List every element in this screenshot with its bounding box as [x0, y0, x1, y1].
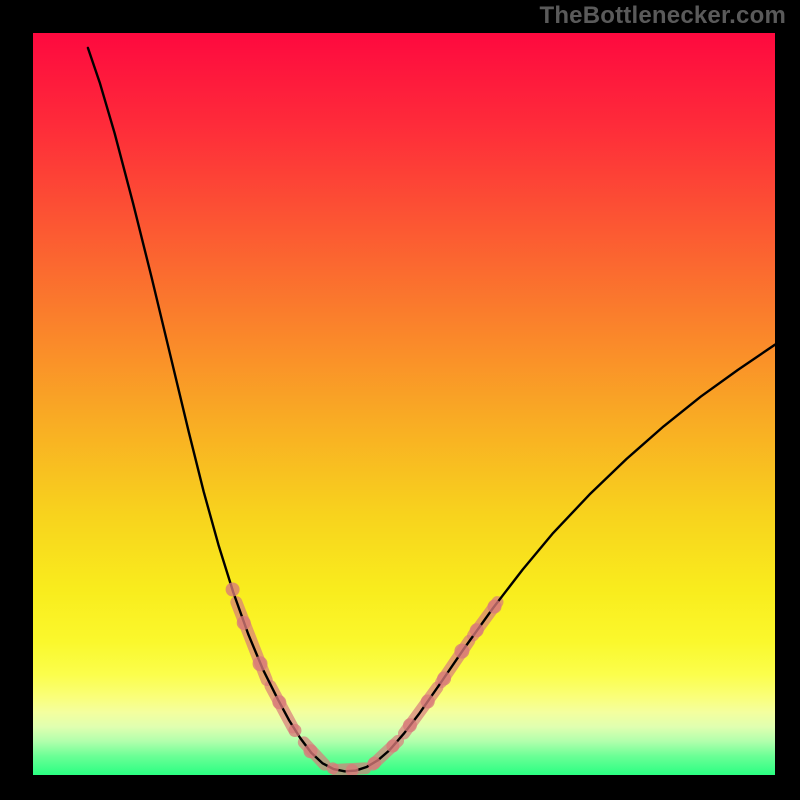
figure-root: TheBottlenecker.com [0, 0, 800, 800]
marker-dot [327, 762, 339, 774]
bottleneck-curve [88, 48, 775, 771]
marker-segments-group [236, 602, 497, 770]
marker-dot [226, 583, 240, 597]
plot-area [33, 33, 775, 775]
marker-dot [288, 724, 301, 737]
marker-dot [437, 672, 451, 686]
marker-dot [304, 744, 318, 758]
marker-dot [386, 740, 399, 753]
marker-dot [272, 695, 286, 709]
watermark-text: TheBottlenecker.com [539, 2, 786, 30]
marker-dot [237, 616, 251, 630]
marker-dot [253, 656, 268, 671]
marker-dot [454, 644, 469, 659]
chart-overlay [33, 33, 775, 775]
marker-dot [488, 600, 502, 614]
marker-dot [421, 695, 435, 709]
marker-dot [403, 718, 417, 732]
marker-dot [368, 757, 381, 770]
marker-dot [470, 623, 484, 637]
